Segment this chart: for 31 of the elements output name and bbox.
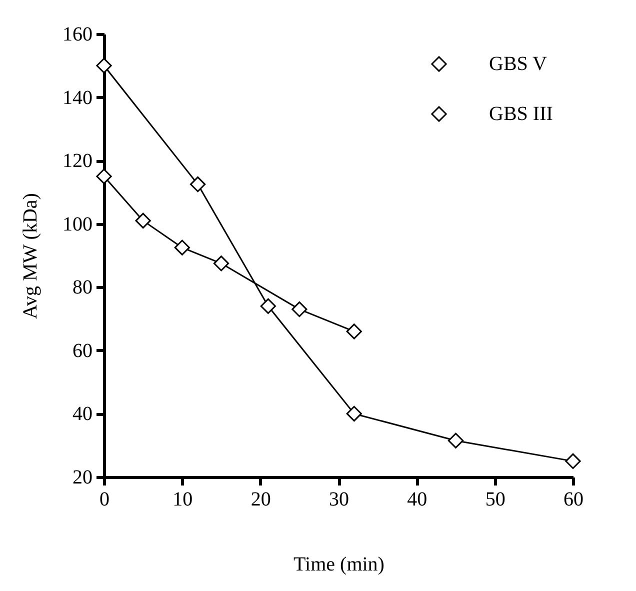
x-tick-label: 20 <box>250 488 271 510</box>
y-axis-title: Avg MW (kDa) <box>20 193 42 319</box>
y-tick-label: 120 <box>62 150 92 172</box>
x-tick-label: 60 <box>564 488 584 510</box>
x-tick-label: 40 <box>407 488 428 510</box>
x-tick-label: 10 <box>172 488 193 510</box>
x-tick-label: 50 <box>485 488 506 510</box>
point <box>96 58 112 74</box>
point <box>292 301 308 318</box>
legend-label: GBS V <box>489 53 548 75</box>
point <box>135 212 151 229</box>
y-tick-label: 80 <box>72 276 92 299</box>
y-tick-label: 60 <box>72 340 92 362</box>
x-axis-title: Time (min) <box>294 554 384 576</box>
point <box>565 453 581 469</box>
point <box>448 432 464 448</box>
legend-label: GBS III <box>489 103 553 125</box>
y-tick-label: 100 <box>62 213 92 236</box>
point <box>213 256 230 272</box>
point <box>346 406 362 422</box>
y-tick-label: 140 <box>62 86 92 109</box>
point <box>190 176 206 192</box>
x-tick-label: 0 <box>100 488 110 510</box>
point <box>346 324 362 340</box>
point <box>174 240 190 256</box>
x-tick-label: 30 <box>329 488 349 510</box>
y-tick-label: 160 <box>62 24 92 46</box>
y-tick-label: 20 <box>72 466 92 488</box>
y-tick-label: 40 <box>72 403 92 426</box>
point <box>96 168 112 184</box>
point <box>260 298 276 314</box>
